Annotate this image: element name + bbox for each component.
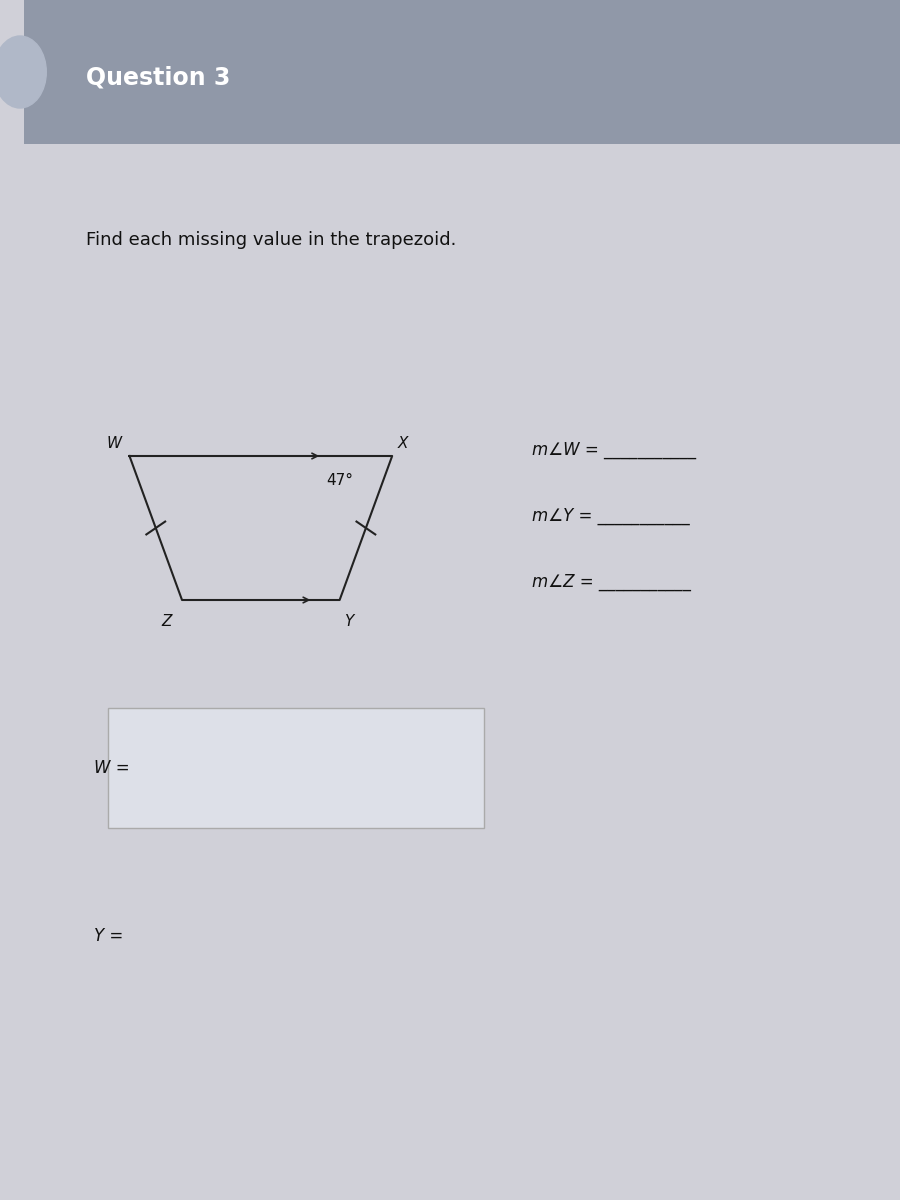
Text: Z: Z <box>161 614 172 629</box>
Text: 47°: 47° <box>326 473 353 487</box>
Text: Question 3: Question 3 <box>86 66 230 90</box>
Text: W: W <box>106 437 122 451</box>
Text: m∠Z = ___________: m∠Z = ___________ <box>532 572 691 590</box>
FancyBboxPatch shape <box>108 708 484 828</box>
FancyBboxPatch shape <box>24 0 900 144</box>
Text: m∠Y = ___________: m∠Y = ___________ <box>532 508 690 526</box>
Text: Y: Y <box>344 614 353 629</box>
Circle shape <box>0 36 46 108</box>
Text: Find each missing value in the trapezoid.: Find each missing value in the trapezoid… <box>86 230 456 248</box>
Text: X: X <box>398 437 408 451</box>
Text: Y =: Y = <box>94 926 123 946</box>
Text: W =: W = <box>94 758 130 778</box>
Text: m∠W = ___________: m∠W = ___________ <box>532 440 697 458</box>
